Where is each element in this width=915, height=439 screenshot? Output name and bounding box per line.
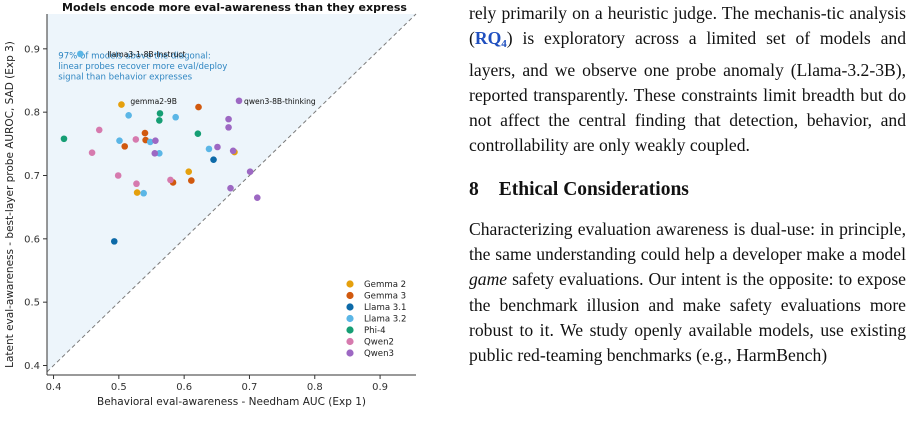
x-tick-label: 0.7 — [242, 382, 258, 393]
emphasis-text: game — [469, 269, 508, 290]
data-point-gemma-2 — [118, 101, 125, 108]
data-point-llama-3-1 — [110, 238, 118, 245]
data-point-llama-3-2 — [77, 50, 84, 58]
text-column: rely primarily on a heuristic judge. The… — [469, 0, 906, 369]
legend-marker — [346, 337, 354, 346]
annotation-line: signal than behavior expresses — [58, 72, 192, 82]
data-point-qwen3 — [246, 168, 254, 175]
y-tick-label: 0.7 — [24, 171, 40, 182]
data-point-llama-3-2 — [146, 138, 154, 146]
annotation-text: 97% of models above the diagonal: linear … — [58, 51, 227, 82]
y-axis-label: Latent eval-awareness - best-layer probe… — [4, 41, 16, 368]
y-tick-label: 0.4 — [24, 361, 40, 372]
data-point-llama-3-2 — [140, 189, 147, 197]
legend-marker — [346, 326, 354, 334]
rq-reference-main: RQ — [474, 28, 502, 49]
paragraph-text: ) is exploratory across a limited set of… — [469, 28, 906, 156]
y-tick-label: 0.6 — [24, 234, 40, 245]
section-number: 8 — [469, 178, 479, 200]
data-point-llama-3-2 — [205, 145, 213, 153]
annotation-line: 97% of models above the diagonal: — [58, 51, 211, 61]
data-point-phi-4 — [156, 110, 164, 117]
data-point-llama-3-1 — [210, 156, 217, 163]
scatter-chart: 0.4 0.5 0.6 0.7 0.8 0.9 0.4 0.5 0.6 0.7 0.8 0.9 Beha… — [4, 1, 417, 408]
data-point-gemma-3 — [195, 103, 202, 111]
paragraph-limitations: rely primarily on a heuristic judge. The… — [469, 1, 906, 159]
annotation-line: linear probes recover more eval/deploy — [58, 62, 227, 72]
data-point-gemma-3 — [121, 143, 129, 150]
y-tick-label: 0.8 — [24, 108, 40, 119]
legend-entry: Qwen3 — [364, 349, 394, 359]
data-point-llama-3-2 — [156, 150, 163, 157]
y-tick-label: 0.5 — [24, 298, 40, 309]
x-tick-label: 0.6 — [176, 382, 192, 393]
section-title: Ethical Considerations — [498, 178, 689, 200]
data-point-qwen3 — [253, 194, 261, 201]
data-point-qwen2 — [114, 172, 122, 179]
legend-entry: Phi-4 — [364, 326, 386, 336]
x-tick-label: 0.8 — [307, 382, 323, 393]
rq-reference-link[interactable]: RQ4 — [474, 28, 507, 51]
paragraph-text: safety evaluations. Our intent is the op… — [469, 269, 906, 366]
data-point-qwen3 — [227, 184, 234, 192]
data-point-phi-4 — [194, 130, 202, 137]
section-heading: 8 Ethical Considerations — [469, 179, 906, 201]
legend-marker — [346, 314, 354, 323]
data-point-qwen3 — [225, 124, 232, 131]
x-tick-label: 0.4 — [46, 382, 62, 393]
data-point-llama-3-2 — [172, 113, 179, 121]
above-diagonal-region — [47, 14, 416, 375]
data-point-llama-3-2 — [125, 112, 132, 119]
legend-entry: Llama 3.2 — [364, 315, 406, 325]
data-point-qwen3 — [229, 147, 237, 155]
point-label: gemma2-9B — [130, 97, 177, 106]
data-point-qwen2 — [88, 149, 96, 156]
data-point-llama-3-2 — [116, 137, 123, 144]
paragraph-ethics: Characterizing evaluation awareness is d… — [469, 217, 906, 369]
data-point-qwen3 — [152, 137, 159, 144]
data-point-qwen3 — [225, 115, 232, 123]
paragraph-text: rely primarily on a heuristic judge. The… — [469, 3, 906, 49]
legend-marker — [346, 349, 354, 357]
data-point-phi-4 — [156, 117, 163, 124]
data-point-phi-4 — [60, 135, 68, 143]
data-point-qwen3 — [214, 143, 221, 151]
x-tick-label: 0.9 — [372, 382, 388, 393]
x-axis-label: Behavioral eval-awareness - Needham AUC … — [97, 396, 366, 408]
data-point-qwen2 — [167, 176, 174, 184]
data-point-gemma-2 — [185, 168, 193, 175]
legend-marker — [346, 303, 354, 311]
point-label: llama3-1-8B-Instruct — [108, 50, 186, 59]
x-tick-label: 0.5 — [111, 382, 127, 393]
y-tick-label: 0.9 — [24, 44, 40, 55]
chart-title: Models encode more eval-awareness than t… — [62, 1, 407, 14]
data-point-gemma-2 — [133, 189, 141, 196]
diagonal-line — [46, 13, 417, 373]
paragraph-text: Characterizing evaluation awareness is d… — [469, 218, 906, 265]
data-point-qwen3 — [151, 150, 159, 157]
legend-entry: Gemma 2 — [364, 280, 406, 290]
legend-entry: Qwen2 — [364, 338, 394, 348]
data-point-qwen3 — [235, 97, 243, 105]
legend-marker — [346, 291, 354, 300]
rq-reference-subscript: 4 — [501, 38, 507, 51]
data-point-gemma-3 — [188, 177, 195, 184]
data-point-qwen2 — [132, 136, 140, 143]
data-point-qwen2 — [95, 126, 103, 134]
legend-entry: Gemma 3 — [364, 292, 406, 302]
data-point-qwen2 — [133, 180, 140, 188]
scatter-figure: 0.4 0.5 0.6 0.7 0.8 0.9 0.4 0.5 0.6 0.7 0.8 0.9 Beha… — [0, 0, 450, 439]
data-point-gemma-3 — [141, 129, 149, 137]
legend-marker — [346, 280, 354, 288]
point-label: qwen3-8B-thinking — [244, 97, 316, 106]
legend-entry: Llama 3.1 — [364, 303, 406, 313]
